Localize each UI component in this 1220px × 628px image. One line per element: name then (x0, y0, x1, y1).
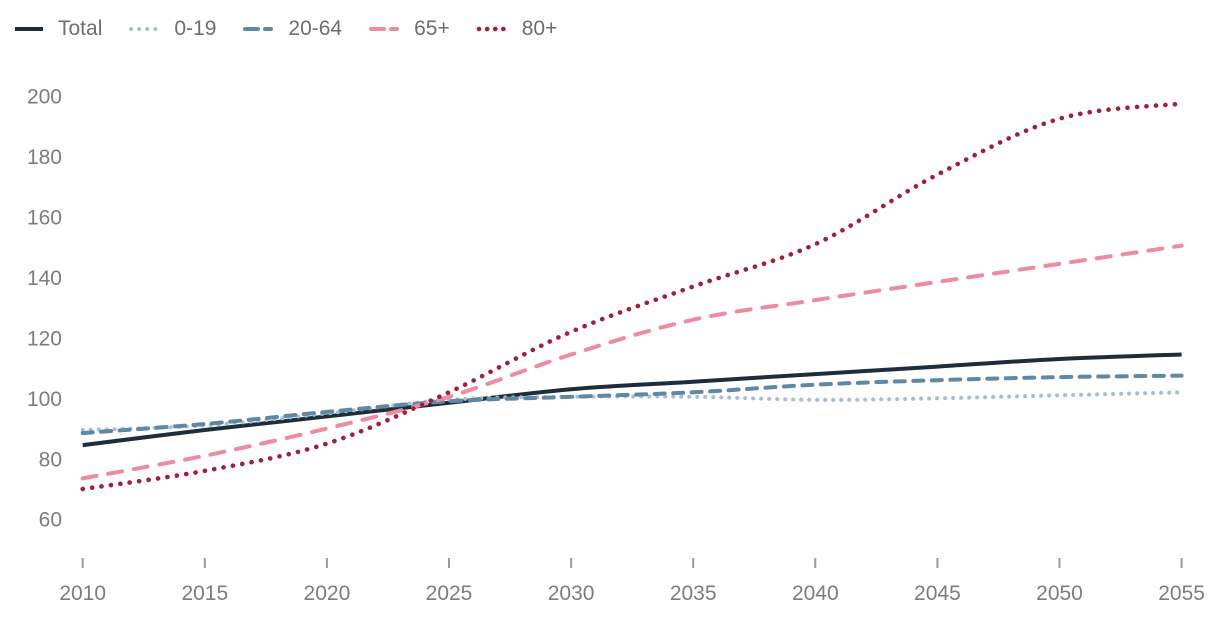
legend-label-65plus: 65+ (414, 17, 450, 40)
x-axis-tick-label: 2050 (1036, 582, 1083, 605)
x-axis-tick-label: 2015 (181, 582, 228, 605)
legend-item-20-64: 20-64 (242, 16, 342, 42)
y-axis-tick-label: 100 (27, 388, 62, 411)
legend-label-total: Total (58, 17, 103, 40)
legend-item-total: Total (12, 16, 102, 42)
y-axis-tick-label: 180 (27, 146, 62, 169)
series-line-65- (80, 243, 1184, 481)
y-axis-tick-label: 200 (27, 86, 62, 109)
x-axis-tick-label: 2025 (426, 582, 473, 605)
legend-item-0-19: 0-19 (128, 16, 216, 42)
y-axis-tick-label: 160 (27, 207, 62, 230)
x-axis-tick-label: 2035 (670, 582, 717, 605)
x-axis-tick-label: 2040 (792, 582, 839, 605)
y-axis-tick-label: 60 (39, 509, 62, 532)
x-axis-tick-label: 2020 (304, 582, 351, 605)
legend-item-65plus: 65+ (368, 16, 450, 42)
series-line-20-64 (80, 373, 1184, 436)
legend-label-0-19: 0-19 (174, 17, 217, 40)
y-axis-tick-label: 120 (27, 327, 62, 350)
legend-line-sample-0-19 (129, 27, 162, 31)
legend-line-sample-20-64 (243, 27, 276, 31)
legend-item-80plus: 80+ (476, 16, 558, 42)
x-axis-tick-label: 2045 (914, 582, 961, 605)
x-axis-tick-label: 2055 (1158, 582, 1205, 605)
series-line-total (82, 352, 1182, 448)
x-axis-tick-label: 2030 (548, 582, 595, 605)
legend-line-sample-total (15, 27, 43, 31)
series-line-80- (80, 101, 1184, 492)
y-axis-tick-label: 140 (27, 267, 62, 290)
legend-label-20-64: 20-64 (288, 17, 343, 40)
legend-line-sample-65plus (369, 27, 402, 31)
y-axis-tick-label: 80 (39, 448, 62, 471)
chart-legend: Total 0-19 20-64 65+ 80+ (12, 16, 557, 42)
legend-label-80plus: 80+ (521, 17, 558, 40)
series-line-0-19 (80, 390, 1184, 432)
x-axis-tick-label: 2010 (59, 582, 106, 605)
legend-line-sample-80plus (476, 26, 510, 32)
